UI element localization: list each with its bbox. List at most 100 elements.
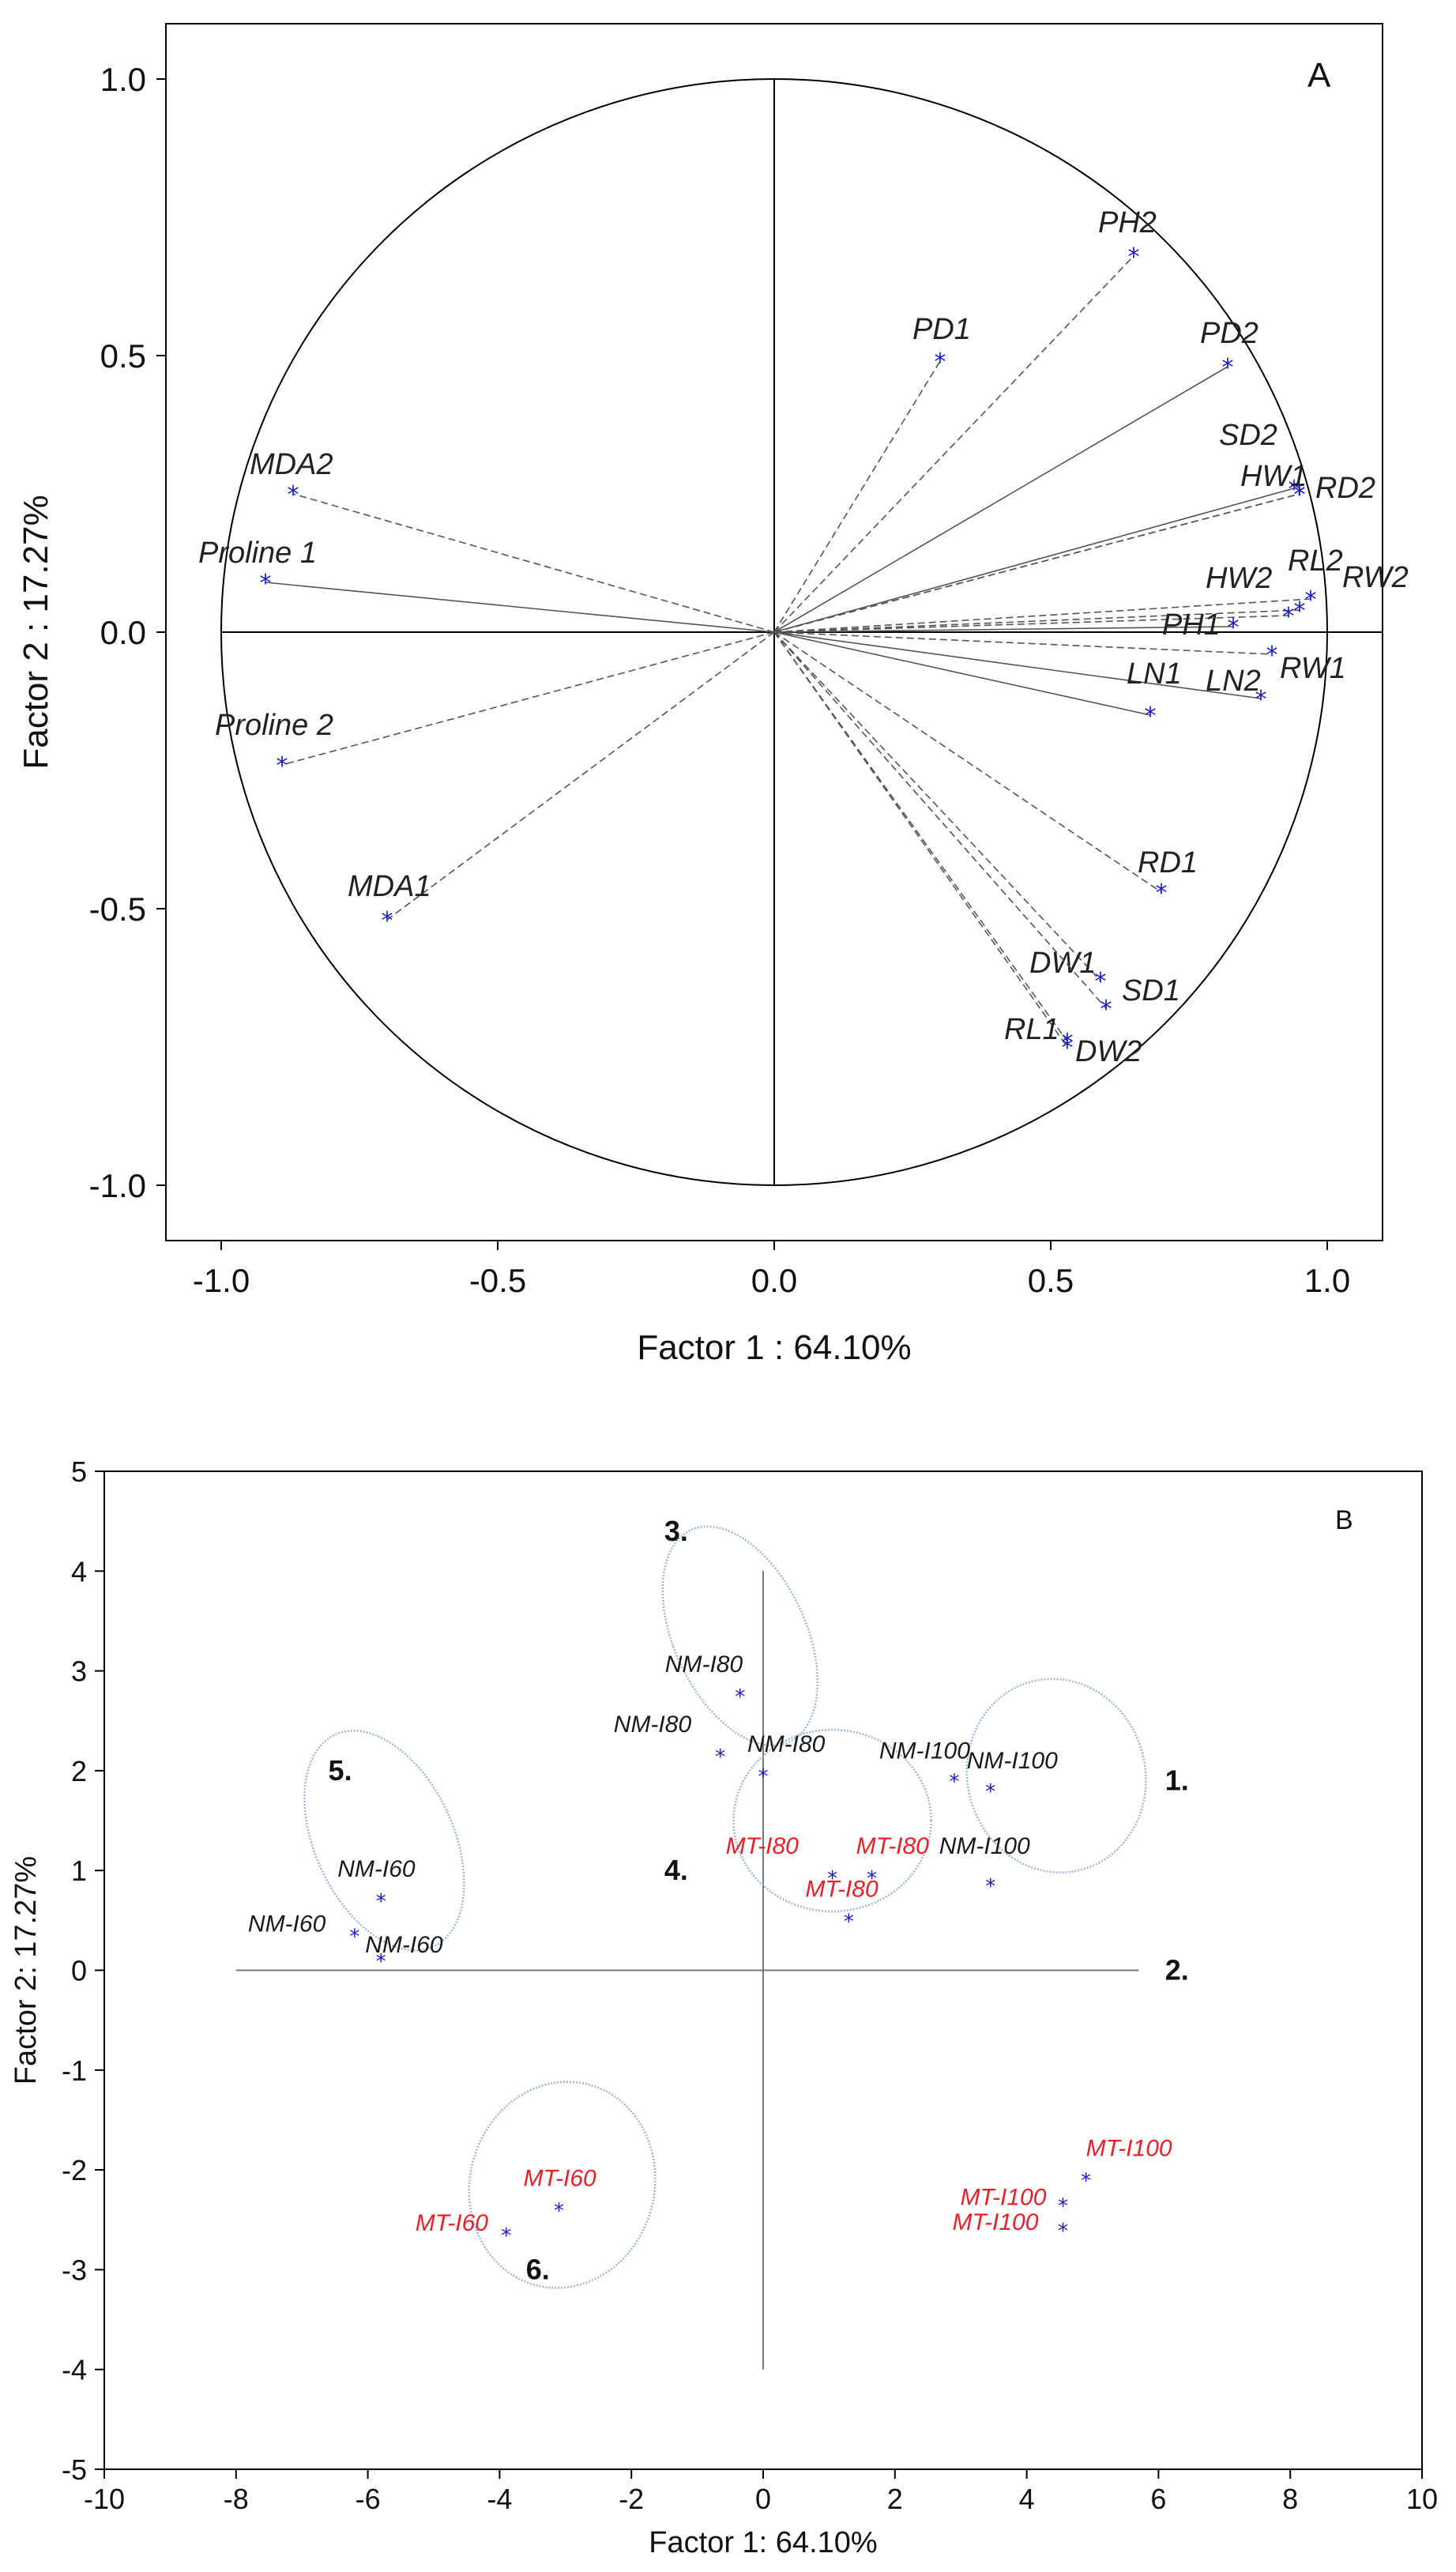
group-label: 5. [329, 1754, 352, 1787]
panel-b-score-plot: -10 -8 -6 -4 -2 0 2 4 6 8 10-5-4-3-2-1012345Factor… [9, 1455, 1438, 2559]
loading-vector [773, 360, 941, 633]
variable-label: HW2 [1206, 562, 1272, 595]
sample-label: MT-I80 [856, 1833, 930, 1859]
data-point-marker: * [1062, 1029, 1074, 1056]
x-tick-label: 10 [1406, 2483, 1438, 2515]
sample-label: MT-I80 [805, 1876, 878, 1902]
y-tick-label: 2 [71, 1755, 87, 1787]
score-point-marker: * [554, 2200, 564, 2224]
data-point-marker: * [1222, 354, 1234, 382]
score-point-marker: * [844, 1910, 854, 1934]
score-point-marker: * [867, 1867, 877, 1891]
y-tick-label: -4 [62, 2354, 87, 2386]
score-point-marker: * [985, 1875, 995, 1899]
variable-label: SD2 [1219, 419, 1277, 452]
panel-label-a: A [1307, 56, 1331, 95]
y-axis-title: Factor 2: 17.27% [9, 1856, 43, 2084]
sample-label: NM-I60 [365, 1932, 443, 1958]
x-axis-title: Factor 1: 64.10% [649, 2526, 877, 2559]
loading-vector [773, 631, 1068, 1042]
x-tick-label: 4 [1019, 2483, 1035, 2515]
cluster-ellipse [732, 1728, 932, 1913]
loading-vector [265, 582, 775, 633]
data-point-marker: * [382, 907, 393, 935]
score-point-marker: * [985, 1780, 995, 1804]
loading-vector [292, 493, 775, 633]
loading-vector [773, 631, 1107, 1009]
variable-label: PD1 [912, 313, 971, 346]
y-tick-label: -1.0 [89, 1167, 146, 1204]
y-tick-label: 0 [71, 1955, 87, 1987]
score-point-marker: * [376, 1890, 386, 1914]
x-tick-label: -10 [84, 2483, 125, 2515]
variable-label: MDA1 [348, 870, 431, 903]
y-tick-label: 5 [71, 1455, 87, 1488]
group-label: 6. [526, 2253, 550, 2285]
data-point-marker: * [1305, 586, 1317, 614]
loading-vector [773, 631, 1162, 893]
y-tick-label: 1 [71, 1855, 87, 1887]
x-tick-label: 0.5 [1028, 1262, 1074, 1299]
group-label: 3. [664, 1515, 688, 1547]
panel-a-loading-plot: -1.0 -0.5 0.0 0.5 1.0 -1.0 -0.5 0.0 0.5 1.0 Factor… [17, 23, 1409, 1367]
x-tick-label: -0.5 [469, 1262, 526, 1299]
loading-vector [773, 631, 1273, 655]
sample-label: MT-I100 [960, 2184, 1046, 2210]
sample-label: NM-I60 [337, 1856, 416, 1882]
variable-label: RW2 [1342, 561, 1409, 594]
variable-label: RL2 [1288, 544, 1343, 578]
variable-label: RW1 [1280, 652, 1346, 685]
score-point-marker: * [1081, 2170, 1091, 2194]
y-tick-label: 0.5 [100, 337, 146, 375]
variable-label: PH1 [1162, 608, 1221, 642]
loading-vector [281, 631, 775, 766]
cluster-ellipse [303, 1730, 465, 1952]
variable-label: RD2 [1315, 472, 1375, 505]
variable-label: DW1 [1029, 947, 1096, 980]
cluster-ellipse [965, 1678, 1147, 1873]
sample-label: MT-I60 [416, 2210, 489, 2236]
data-point-marker: * [288, 481, 299, 509]
sample-label: MT-I60 [523, 2166, 596, 2192]
x-axis-title: Factor 1 : 64.10% [637, 1328, 911, 1367]
variable-label: RL1 [1004, 1013, 1059, 1046]
data-point-marker: * [1062, 1034, 1074, 1062]
data-point-marker: * [277, 752, 288, 780]
cluster-ellipse [661, 1525, 819, 1747]
score-point-marker: * [501, 2224, 511, 2248]
score-point-marker: * [1058, 2194, 1068, 2218]
x-tick-label: 8 [1282, 2483, 1298, 2515]
data-point-marker: * [1255, 686, 1267, 714]
loading-vector [773, 631, 1068, 1048]
variable-label: LN2 [1206, 665, 1261, 698]
sample-label: NM-I100 [967, 1748, 1058, 1774]
sample-label: MT-I100 [952, 2209, 1038, 2235]
variable-label: HW1 [1240, 460, 1307, 493]
loading-vector [773, 631, 1262, 699]
data-point-marker: * [1145, 702, 1157, 730]
x-tick-label: 0 [755, 2483, 771, 2515]
y-tick-label: 3 [71, 1655, 87, 1688]
data-point-marker: * [935, 348, 946, 376]
data-point-marker: * [1294, 481, 1306, 509]
data-point-marker: * [1100, 996, 1112, 1023]
loading-vector [773, 626, 1234, 633]
panel-label-b: B [1335, 1505, 1353, 1535]
x-tick-label: -2 [619, 2483, 644, 2515]
x-tick-label: -8 [224, 2483, 249, 2515]
x-tick-label: 0.0 [751, 1262, 797, 1299]
variable-label: PD2 [1200, 317, 1258, 350]
variable-label: Proline 1 [198, 537, 317, 570]
data-point-marker: * [1228, 614, 1240, 642]
data-point-marker: * [1294, 481, 1306, 509]
group-label: 2. [1165, 1954, 1189, 1986]
data-point-marker: * [1095, 968, 1107, 996]
sample-label: NM-I60 [248, 1911, 326, 1937]
x-tick-label: -1.0 [193, 1262, 250, 1299]
data-point-marker: * [1266, 642, 1278, 669]
variable-label: Proline 2 [215, 709, 333, 742]
y-tick-label: 0.0 [100, 614, 146, 651]
x-tick-label: 6 [1150, 2483, 1166, 2515]
y-tick-label: -2 [62, 2154, 87, 2186]
